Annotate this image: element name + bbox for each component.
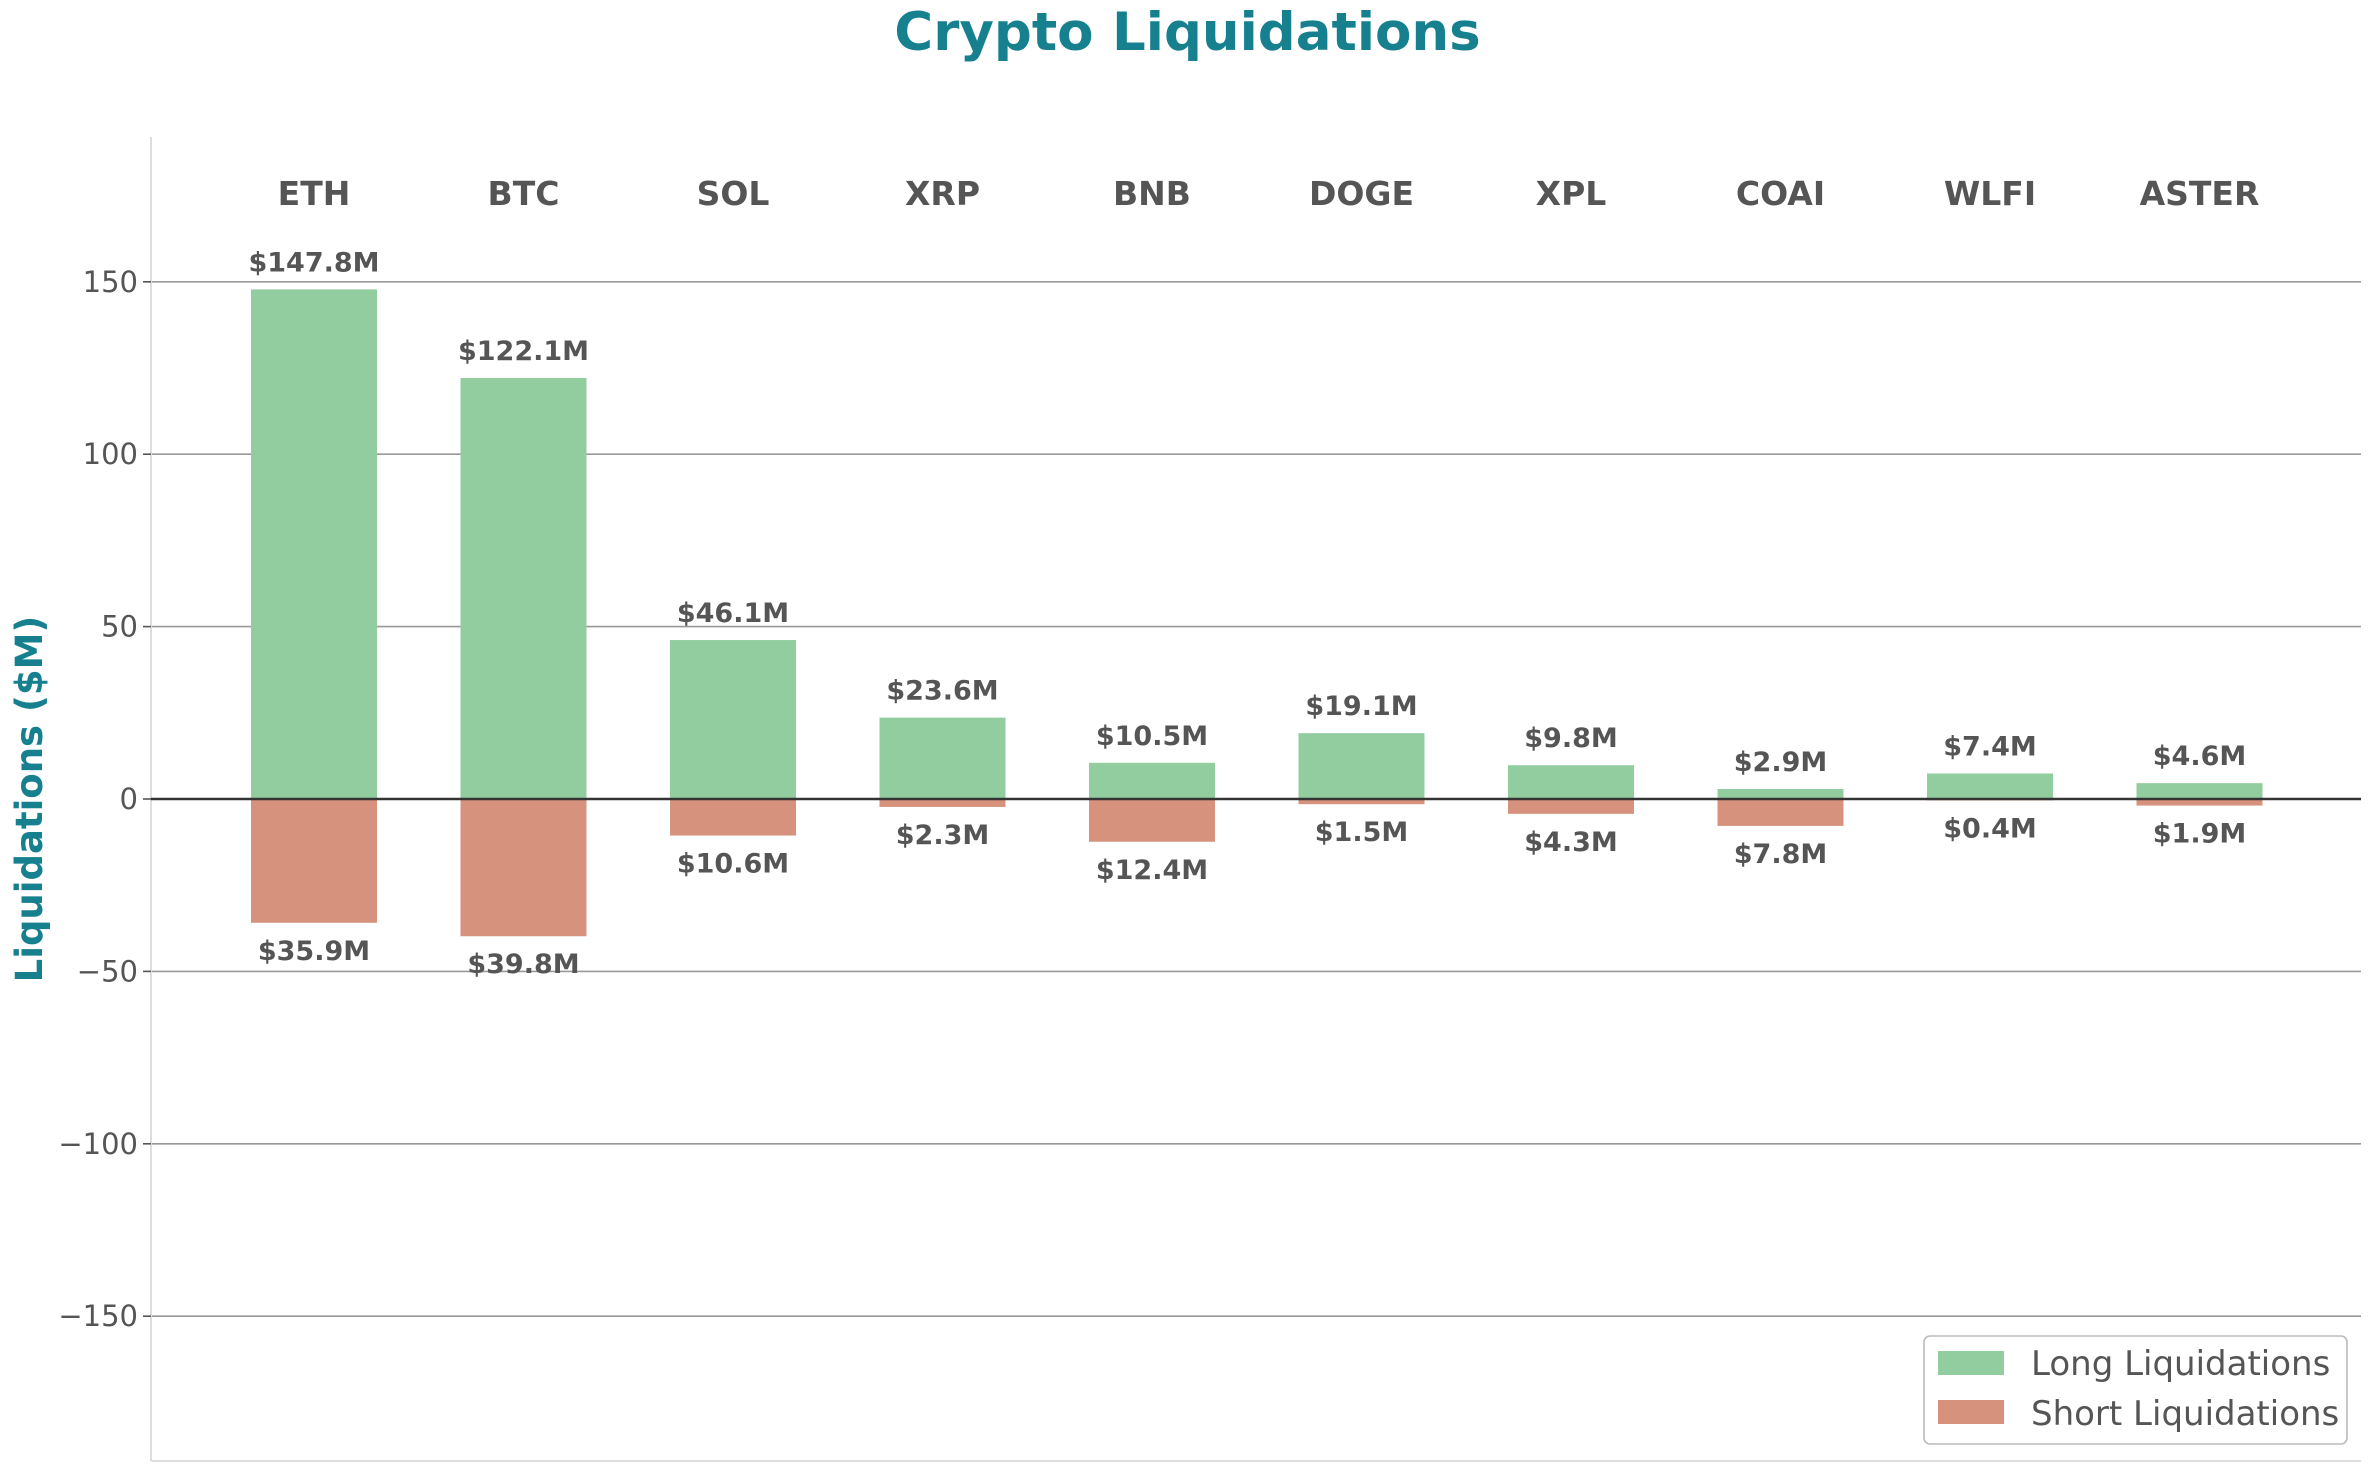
data-label-long: $10.5M [1096, 721, 1208, 752]
bar-long [1927, 773, 2053, 799]
y-tick-label: 100 [83, 437, 138, 471]
data-label-long: $4.6M [2153, 741, 2247, 772]
data-label-short: $4.3M [1524, 827, 1618, 858]
data-label-short: $1.9M [2153, 819, 2247, 850]
bar-short [460, 799, 587, 937]
category-label: WLFI [1944, 174, 2036, 213]
legend-label-short: Short Liquidations [2031, 1394, 2339, 1434]
data-label-short: $10.6M [677, 849, 789, 880]
category-label: DOGE [1309, 174, 1414, 213]
y-tick-label: −50 [77, 954, 138, 988]
legend-label-long: Long Liquidations [2031, 1344, 2330, 1384]
bar-long [1089, 762, 1215, 799]
bar-long [1508, 765, 1634, 799]
y-tick-label: 0 [120, 782, 138, 816]
bar-short [879, 799, 1006, 807]
y-tick-label: 50 [101, 610, 138, 644]
data-label-long: $122.1M [458, 336, 589, 367]
category-label: COAI [1736, 174, 1825, 213]
data-label-long: $7.4M [1943, 731, 2037, 762]
category-label: BTC [488, 174, 560, 213]
y-tick-label: −150 [58, 1299, 138, 1333]
data-label-long: $147.8M [248, 247, 379, 278]
data-label-short: $35.9M [258, 936, 370, 967]
bar-short [2136, 799, 2263, 806]
legend-swatch-long [1938, 1351, 2004, 1375]
bar-short [670, 799, 796, 836]
data-label-short: $7.8M [1734, 839, 1828, 870]
y-tick-label: −100 [58, 1127, 138, 1161]
data-label-short: $2.3M [896, 820, 990, 851]
category-label: SOL [697, 174, 770, 213]
data-label-long: $23.6M [886, 676, 998, 707]
bar-long [2136, 783, 2263, 799]
bar-long [670, 640, 796, 799]
data-label-short: $0.4M [1943, 813, 2037, 844]
category-label: BNB [1113, 174, 1191, 213]
data-label-short: $1.5M [1315, 817, 1409, 848]
bar-long [1717, 789, 1844, 799]
data-label-long: $19.1M [1305, 691, 1417, 722]
y-tick-label: 150 [83, 265, 138, 299]
bar-short [1508, 799, 1634, 814]
bar-short [1089, 799, 1215, 842]
bar-long [251, 289, 377, 799]
bar-long [879, 717, 1006, 799]
category-label: XPL [1536, 174, 1607, 213]
legend-swatch-short [1938, 1400, 2004, 1424]
legend [1923, 1335, 2348, 1445]
y-axis-title: Liquidations ($M) [8, 616, 51, 983]
bar-short [1298, 799, 1425, 805]
category-label: ETH [278, 174, 351, 213]
category-label: ASTER [2140, 174, 2260, 213]
bar-long [1298, 733, 1425, 799]
data-label-long: $9.8M [1524, 723, 1618, 754]
bar-short [251, 799, 377, 923]
chart-title: Crypto Liquidations [894, 2, 1481, 63]
bar-short [1717, 799, 1844, 826]
bar-long [460, 378, 587, 799]
data-label-short: $12.4M [1096, 855, 1208, 886]
category-label: XRP [905, 174, 980, 213]
data-label-long: $46.1M [677, 598, 789, 629]
data-label-short: $39.8M [467, 949, 579, 980]
data-label-long: $2.9M [1734, 747, 1828, 778]
